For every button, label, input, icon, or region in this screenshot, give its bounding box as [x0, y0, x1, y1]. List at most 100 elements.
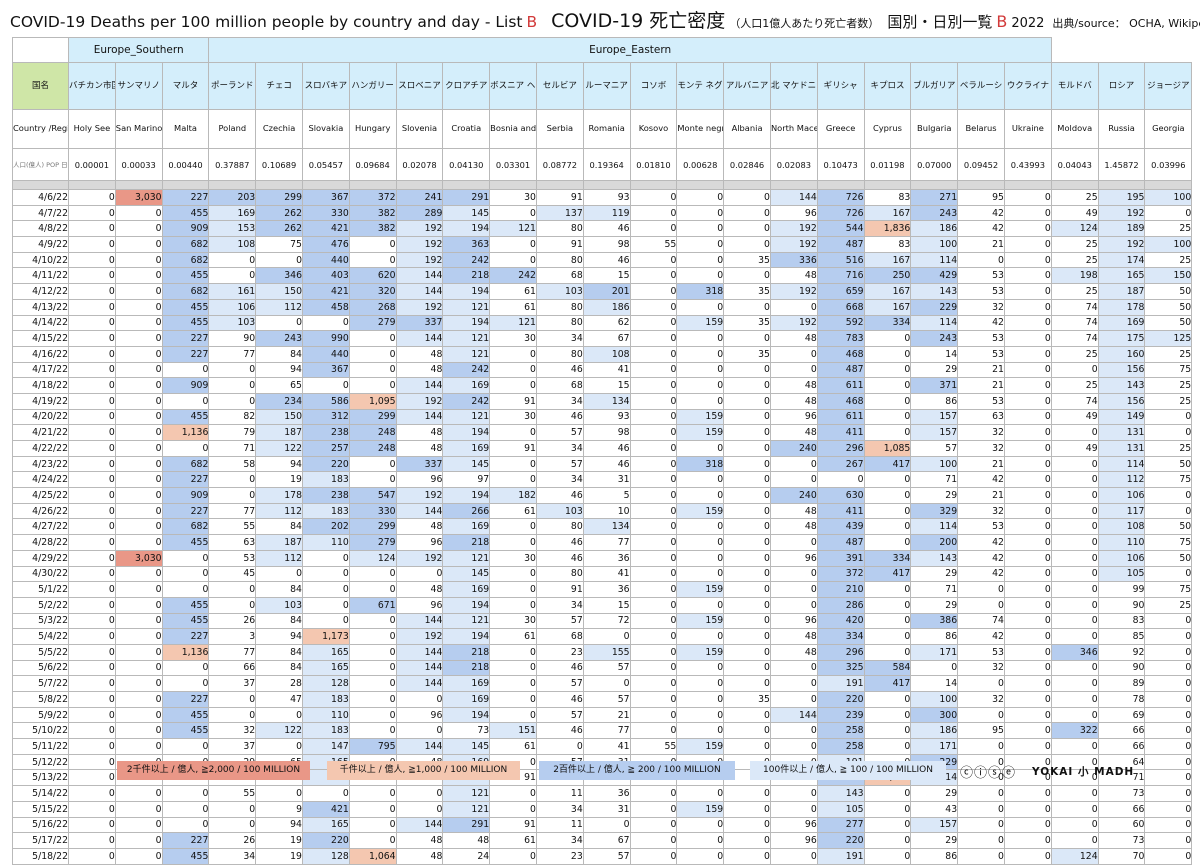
value-cell: 0 — [68, 283, 116, 300]
value-cell: 46 — [535, 487, 584, 504]
value-cell: 0 — [208, 487, 257, 504]
value-cell: 183 — [301, 471, 350, 489]
value-cell: 0 — [1003, 628, 1052, 645]
table-row: 4/18/22 0 0 909 0 65 0 0 144 169 0 68 15 0 0 0 48 611 0 371… — [12, 377, 1193, 394]
country-name-en: Albania — [723, 109, 771, 149]
value-cell: 0 — [723, 549, 771, 567]
value-cell: 194 — [442, 706, 491, 724]
date-cell: 5/17/22 — [12, 832, 69, 849]
value-cell: 0 — [301, 581, 350, 598]
value-cell: 183 — [301, 502, 350, 520]
value-cell: 0 — [395, 785, 444, 802]
value-cell: 0 — [68, 847, 116, 865]
value-cell: 0 — [68, 471, 116, 489]
value-cell: 0 — [348, 345, 397, 363]
value-cell: 0 — [1003, 314, 1052, 332]
value-cell: 0 — [1003, 408, 1052, 426]
value-cell: 0 — [629, 847, 678, 865]
value-cell: 0 — [863, 408, 912, 426]
value-cell: 455 — [161, 298, 210, 316]
country-name-jp: ボスニア ヘルツェ ゴビナ — [489, 62, 537, 110]
value-cell: 159 — [676, 502, 725, 520]
value-cell: 112 — [255, 298, 303, 316]
value-cell: 0 — [676, 267, 725, 285]
spacer-cell — [489, 180, 537, 190]
country-name-en: Monte negro — [676, 109, 725, 149]
value-cell: 121 — [442, 298, 491, 316]
value-cell: 0 — [863, 581, 912, 598]
date-cell: 4/23/22 — [12, 455, 69, 473]
value-cell: 0 — [68, 204, 116, 222]
value-cell: 0 — [208, 816, 257, 834]
value-cell: 0 — [114, 440, 163, 457]
value-cell: 157 — [910, 816, 959, 834]
value-cell: 417 — [863, 455, 912, 473]
date-cell: 4/11/22 — [12, 267, 69, 285]
value-cell: 29 — [910, 361, 959, 379]
value-cell: 0 — [114, 361, 163, 379]
value-cell: 96 — [769, 816, 818, 834]
value-cell: 0 — [68, 440, 116, 457]
value-cell: 0 — [676, 236, 725, 253]
value-cell: 0 — [68, 706, 116, 724]
value-cell: 0 — [348, 455, 397, 473]
value-cell: 0 — [1144, 204, 1193, 222]
value-cell: 440 — [301, 345, 350, 363]
value-cell: 35 — [723, 314, 771, 332]
value-cell: 24 — [442, 847, 491, 865]
country-population: 0.02846 — [723, 148, 771, 181]
value-cell: 96 — [769, 204, 818, 222]
value-cell: 0 — [348, 675, 397, 692]
value-cell: 124 — [1050, 847, 1099, 865]
value-cell: 0 — [863, 518, 912, 536]
value-cell: 48 — [395, 345, 444, 363]
value-cell: 0 — [68, 643, 116, 661]
value-cell: 0 — [1144, 847, 1193, 865]
table-row: 5/14/22 0 0 0 55 0 0 0 0 121 0 11 36 0 0 0 0 143 0 29 0 0 0 73 0 — [12, 785, 1193, 802]
value-cell: 0 — [114, 204, 163, 222]
value-cell: 84 — [255, 659, 303, 677]
value-cell: 0 — [676, 847, 725, 865]
value-cell: 455 — [161, 612, 210, 630]
value-cell: 0 — [68, 769, 116, 787]
value-cell: 0 — [769, 361, 818, 379]
value-cell: 25 — [1144, 220, 1193, 238]
value-cell: 21 — [957, 487, 1005, 504]
value-cell: 95 — [957, 189, 1005, 206]
value-cell: 1,085 — [863, 440, 912, 457]
value-cell: 334 — [863, 314, 912, 332]
value-cell: 156 — [1097, 392, 1146, 410]
value-cell: 417 — [863, 675, 912, 692]
country-name-en: Poland — [208, 109, 257, 149]
value-cell: 0 — [489, 565, 537, 583]
value-cell: 0 — [863, 643, 912, 661]
value-cell: 0 — [1144, 612, 1193, 630]
value-cell: 0 — [723, 738, 771, 755]
value-cell: 0 — [723, 785, 771, 802]
value-cell: 144 — [395, 502, 444, 520]
value-cell: 0 — [723, 502, 771, 520]
value-cell: 192 — [1097, 236, 1146, 253]
value-cell: 112 — [255, 549, 303, 567]
value-cell: 169 — [442, 377, 491, 394]
table-row: 5/17/22 0 0 227 26 19 220 0 48 48 61 34 67 0 0 0 96 220 0 2… — [12, 832, 1193, 849]
value-cell: 50 — [1144, 549, 1193, 567]
value-cell: 46 — [535, 534, 584, 551]
value-cell: 66 — [1097, 800, 1146, 818]
value-cell: 48 — [769, 330, 818, 347]
value-cell: 0 — [723, 455, 771, 473]
value-cell: 0 — [629, 455, 678, 473]
value-cell: 80 — [535, 298, 584, 316]
value-cell: 0 — [723, 659, 771, 677]
table-row: 5/9/22 0 0 455 0 0 110 0 96 194 0 57 21 0 0 0 144 239 0 300… — [12, 706, 1193, 724]
value-cell: 0 — [676, 596, 725, 614]
value-cell: 0 — [676, 659, 725, 677]
value-cell: 121 — [442, 345, 491, 363]
value-cell: 0 — [1003, 377, 1052, 394]
value-cell: 0 — [68, 345, 116, 363]
value-cell: 0 — [816, 471, 865, 489]
value-cell: 0 — [208, 800, 257, 818]
value-cell: 0 — [676, 392, 725, 410]
value-cell: 169 — [442, 581, 491, 598]
value-cell: 0 — [1050, 455, 1099, 473]
